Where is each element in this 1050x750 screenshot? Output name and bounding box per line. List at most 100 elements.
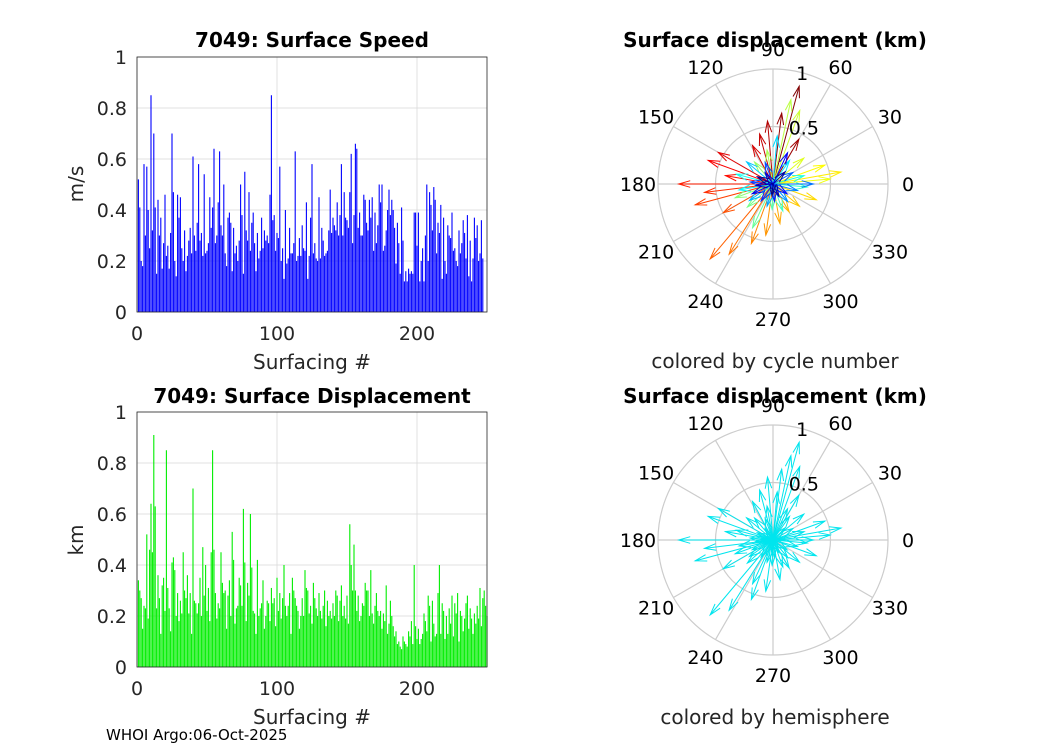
displacement-arrow: [738, 183, 774, 191]
y-tick-label: 0.6: [97, 149, 127, 171]
y-tick-label: 1: [115, 47, 127, 69]
displacement-arrow: [772, 520, 826, 541]
arrow-head: [723, 529, 738, 538]
arrow-head: [750, 541, 765, 551]
y-tick-label: 0: [115, 302, 127, 324]
arrow-head: [801, 180, 816, 188]
displacement-arrow: [772, 531, 805, 541]
speed-chart-title: 7049: Surface Speed: [195, 28, 429, 52]
arrow-head: [781, 171, 795, 182]
arrow-head: [818, 532, 833, 540]
displacement-arrow: [772, 157, 805, 185]
displacement-arrow: [772, 508, 789, 541]
displacement-axes-box: [136, 411, 488, 668]
speed-xlabel: Surfacing #: [253, 350, 371, 374]
displacement-ticks: 0 0.2 0.4 0.6 0.8 1 0 100 200: [97, 402, 435, 700]
displacement-arrow: [766, 120, 774, 185]
displacement-arrow: [771, 539, 774, 552]
displacement-arrow: [738, 539, 774, 547]
displacement-arrow: [772, 99, 792, 185]
polar-angle-label: 120: [687, 413, 723, 435]
polar-cycle-arrows: [676, 84, 843, 261]
arrow-head: [764, 516, 773, 531]
polar-angle-label: 210: [638, 598, 674, 620]
arrow-head: [745, 160, 758, 173]
arrow-head: [777, 546, 789, 560]
arrow-head: [776, 467, 785, 482]
arrow-head: [780, 556, 791, 570]
arrow-head: [716, 151, 730, 162]
arrow-head: [758, 132, 767, 147]
y-tick-label: 0.6: [97, 504, 127, 526]
arrow-head: [737, 540, 752, 548]
polar-cycle-title: Surface displacement (km): [623, 28, 927, 52]
displacement-arrow: [772, 466, 801, 541]
y-tick-label: 1: [115, 402, 127, 424]
speed-bars: [137, 95, 484, 312]
arrow-head: [764, 527, 775, 541]
arrow-head: [766, 550, 774, 564]
displacement-arrow: [771, 183, 774, 196]
displacement-arrow: [747, 183, 774, 208]
arrow-head: [754, 536, 768, 545]
x-tick-label: 0: [131, 678, 143, 700]
displacement-arrow: [757, 176, 774, 185]
arrow-head: [781, 527, 795, 538]
y-tick-label: 0.4: [97, 200, 127, 222]
displacement-arrow: [772, 178, 831, 185]
displacement-arrow: [722, 183, 774, 214]
displacement-arrow: [772, 539, 817, 557]
arrow-head: [779, 507, 789, 521]
polar-hemisphere-labels: 0 30 60 90 120 150 180 210 240 270 300 330 0.5 1: [620, 395, 914, 687]
arrow-head: [764, 119, 773, 133]
arrow-head: [792, 512, 806, 525]
arrow-head: [728, 598, 739, 612]
arrow-head: [764, 171, 775, 185]
polar-angle-label: 60: [828, 57, 852, 79]
arrow-head: [779, 158, 791, 172]
displacement-arrow: [772, 160, 790, 185]
displacement-arrow: [760, 183, 774, 202]
displacement-arrow: [772, 183, 817, 201]
displacement-arrow: [736, 529, 774, 541]
arrow-head: [755, 175, 770, 185]
y-tick-label: 0.2: [97, 606, 127, 628]
arrow-head: [755, 531, 770, 541]
polar-angle-label: 300: [822, 647, 858, 669]
displacement-arrow: [764, 518, 774, 541]
displacement-xlabel: Surfacing #: [253, 705, 371, 729]
polar-spoke: [772, 183, 873, 243]
footer-credit: WHOI Argo:06-Oct-2025: [106, 726, 288, 744]
arrow-head: [818, 176, 833, 184]
polar-hemisphere-title: Surface displacement (km): [623, 384, 927, 408]
polar-radius-label: 0.5: [789, 473, 819, 495]
displacement-arrow: [772, 527, 786, 541]
displacement-chart: 7049: Surface Displacement 0 0.2 0.4 0.6 0.8…: [64, 384, 488, 729]
displacement-arrow: [772, 171, 786, 185]
arrow-head: [746, 552, 759, 565]
arrow-head: [702, 187, 717, 195]
y-tick-label: 0: [115, 657, 127, 679]
displacement-arrow: [752, 501, 774, 541]
arrow-head: [676, 180, 691, 188]
displacement-arrow: [764, 162, 774, 185]
arrow-head: [693, 554, 708, 562]
polar-spoke: [714, 84, 774, 185]
arrow-head: [772, 490, 780, 504]
polar-angle-label: 60: [828, 413, 852, 435]
arrow-head: [792, 174, 806, 183]
arrow-head: [772, 134, 780, 148]
arrow-head: [745, 516, 758, 529]
arrow-head: [780, 200, 791, 214]
polar-angle-label: 270: [755, 665, 791, 687]
arrow-head: [747, 546, 761, 558]
arrow-head: [774, 526, 787, 539]
displacement-chart-title: 7049: Surface Displacement: [153, 384, 471, 408]
displacement-arrow: [772, 152, 789, 185]
arrow-head: [747, 190, 761, 202]
arrow-head: [751, 215, 761, 230]
displacement-arrow: [772, 183, 808, 188]
arrow-head: [764, 160, 773, 175]
arrow-head: [784, 97, 793, 112]
displacement-arrow: [772, 513, 805, 541]
